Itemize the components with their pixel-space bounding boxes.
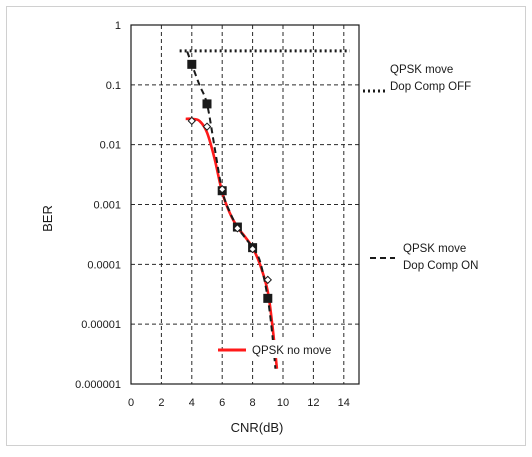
diamond-marker-0 [187, 116, 197, 126]
y-tick-label-1: 0.00001 [81, 319, 121, 331]
y-tick-label-2: 0.0001 [87, 259, 121, 271]
legend-bg-no-move [250, 340, 330, 358]
tick-labels: 0 2 4 6 8 10 12 14 0.000001 0.00001 0.0001 0.001 0.0… [75, 20, 350, 409]
series-layer [179, 49, 350, 369]
square-marker-5 [263, 293, 273, 303]
y-axis-title: BER [40, 205, 55, 232]
legend-text-dop-comp-off-line-0: QPSK move [390, 64, 453, 76]
y-tick-label-5: 0.1 [106, 80, 121, 92]
diamond-marker-1 [202, 122, 212, 131]
diamond-marker-5 [263, 275, 273, 285]
legend-text-dop-comp-off-line-1: Dop Comp OFF [390, 81, 471, 93]
y-tick-label-4: 0.01 [100, 140, 121, 152]
diamond-marker-2 [217, 185, 227, 194]
series-line-qpsk-move-dop-comp-on [186, 51, 277, 369]
square-marker-0 [187, 59, 197, 69]
diamond-marker-4 [248, 244, 257, 254]
plot-area-border [130, 24, 360, 385]
series-line-qpsk-no-move [185, 117, 279, 369]
x-tick-label-8: 8 [250, 397, 256, 409]
x-tick-label-10: 10 [277, 397, 289, 409]
x-tick-label-12: 12 [307, 397, 319, 409]
x-tick-label-0: 0 [128, 397, 134, 409]
grid-lines [131, 25, 359, 384]
legend-bg-dop-comp-on [400, 238, 512, 276]
x-axis-title: CNR(dB) [231, 420, 284, 435]
square-marker-1 [202, 99, 212, 109]
y-tick-label-6: 1 [115, 20, 121, 32]
y-tick-label-3: 0.001 [93, 200, 121, 212]
y-tick-label-0: 0.000001 [75, 379, 121, 391]
legend-text-dop-comp-on-line-1: Dop Comp ON [403, 260, 478, 272]
diamond-marker-3 [233, 224, 242, 233]
legend: QPSK move Dop Comp OFF QPSK move Dop Comp O… [218, 58, 512, 358]
x-tick-label-2: 2 [158, 397, 164, 409]
x-tick-label-6: 6 [219, 397, 225, 409]
legend-text-no-move-line-0: QPSK no move [252, 345, 331, 357]
x-tick-label-14: 14 [338, 397, 350, 409]
x-tick-label-4: 4 [189, 397, 195, 409]
legend-text-dop-comp-on-line-0: QPSK move [403, 243, 466, 255]
legend-bg-dop-comp-off [388, 58, 500, 96]
